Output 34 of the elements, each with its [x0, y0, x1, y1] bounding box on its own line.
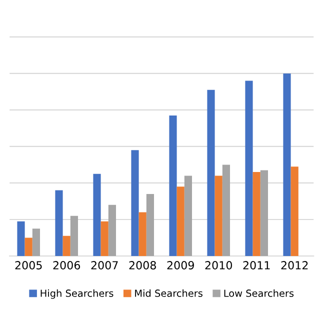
bar — [283, 73, 291, 256]
bar — [260, 170, 268, 256]
x-tick-label: 2005 — [15, 261, 42, 270]
bar — [252, 172, 260, 256]
legend-label: Low Searchers — [224, 289, 294, 297]
x-tick-label: 2009 — [167, 261, 194, 270]
bar — [169, 115, 177, 256]
bar — [93, 174, 101, 256]
bar — [62, 236, 70, 256]
bar — [24, 238, 32, 256]
x-tick-label: 2006 — [53, 261, 80, 270]
bar — [100, 221, 108, 256]
bar — [214, 176, 222, 256]
x-tick-label: 2008 — [129, 261, 156, 270]
bar — [184, 176, 192, 256]
bar — [207, 90, 215, 256]
x-tick-label: 2007 — [91, 261, 118, 270]
legend-label: High Searchers — [40, 289, 114, 299]
bar — [222, 164, 230, 256]
bar — [70, 216, 78, 256]
bar — [138, 212, 146, 256]
x-tick-label: 2010 — [205, 261, 232, 270]
bar — [131, 150, 139, 256]
bar — [146, 194, 154, 256]
x-tick-label: 2012 — [281, 261, 308, 270]
bar — [176, 186, 184, 256]
bar — [290, 166, 298, 256]
bar — [245, 80, 253, 256]
bar — [17, 221, 25, 256]
bar — [55, 190, 63, 256]
bar — [108, 204, 116, 256]
bar — [32, 228, 40, 256]
x-tick-label: 2011 — [243, 261, 270, 270]
legend-label: Mid Searchers — [135, 289, 202, 297]
